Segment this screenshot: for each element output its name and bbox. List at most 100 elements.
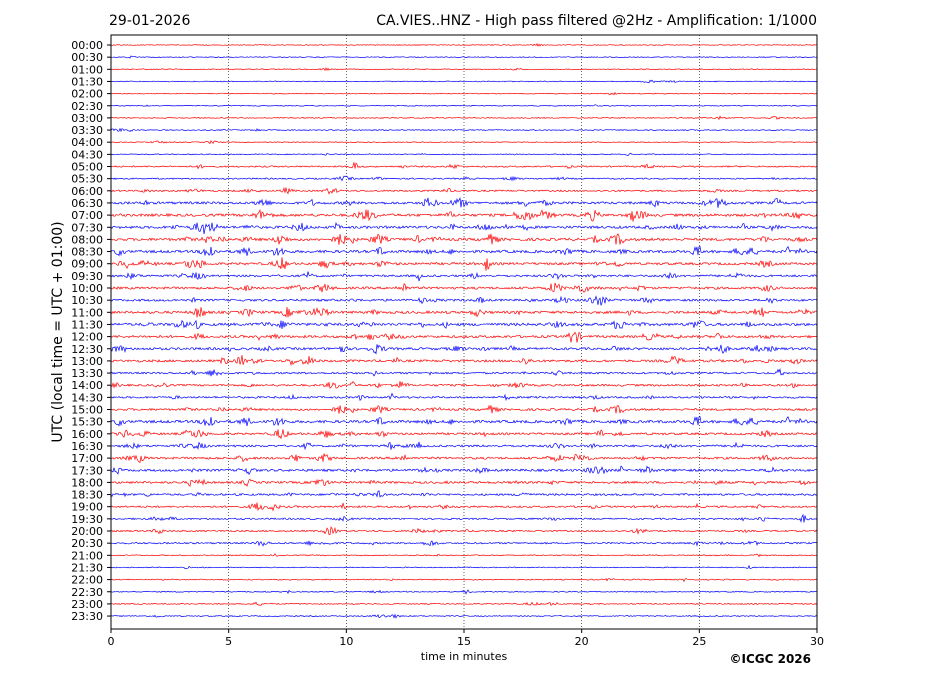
y-tick-label: 01:30 bbox=[71, 75, 103, 88]
trace-row bbox=[111, 233, 818, 245]
trace-row bbox=[110, 601, 818, 606]
plot-frame bbox=[110, 34, 818, 630]
y-tick-label: 08:30 bbox=[71, 246, 103, 259]
y-tick-label: 02:30 bbox=[71, 100, 103, 113]
y-tick-label: 10:30 bbox=[71, 294, 103, 307]
x-axis-label: time in minutes bbox=[421, 650, 508, 663]
y-tick-label: 01:00 bbox=[71, 63, 103, 76]
y-tick-label: 19:30 bbox=[71, 513, 103, 526]
trace-row bbox=[110, 175, 818, 182]
trace-row bbox=[110, 55, 818, 59]
trace-row bbox=[110, 115, 818, 121]
trace-row bbox=[110, 526, 818, 536]
y-tick-label: 09:00 bbox=[71, 258, 103, 271]
trace-row bbox=[110, 465, 818, 476]
x-tick-label: 0 bbox=[108, 635, 115, 648]
y-tick-label: 12:00 bbox=[71, 331, 103, 344]
trace-row bbox=[110, 186, 818, 195]
trace-row bbox=[110, 140, 818, 145]
trace-row bbox=[110, 392, 818, 402]
trace-row bbox=[110, 513, 818, 523]
y-tick-label: 21:00 bbox=[71, 549, 103, 562]
trace-row bbox=[110, 79, 818, 84]
x-tick-label: 25 bbox=[692, 635, 706, 648]
grid-lines bbox=[228, 35, 700, 629]
trace-row bbox=[110, 429, 818, 440]
y-axis-label: UTC (local time = UTC + 01:00) bbox=[50, 221, 66, 442]
y-tick-label: 04:00 bbox=[71, 136, 103, 149]
trace-row bbox=[110, 331, 818, 343]
y-tick-label: 21:30 bbox=[71, 561, 103, 574]
trace-row bbox=[110, 344, 817, 355]
trace-row bbox=[110, 453, 818, 464]
y-tick-label: 02:00 bbox=[71, 88, 103, 101]
y-tick-label: 16:30 bbox=[71, 440, 103, 453]
y-tick-label: 06:00 bbox=[71, 185, 103, 198]
y-tick-label: 20:30 bbox=[71, 537, 103, 550]
x-tick-label: 30 bbox=[810, 635, 824, 648]
trace-row bbox=[110, 381, 818, 389]
y-tick-label: 15:30 bbox=[71, 416, 103, 429]
y-tick-label: 07:00 bbox=[71, 209, 103, 222]
y-tick-label: 04:30 bbox=[71, 148, 103, 161]
y-tick-label: 16:00 bbox=[71, 428, 103, 441]
trace-row bbox=[110, 257, 818, 271]
x-tick-label: 15 bbox=[457, 635, 471, 648]
y-tick-label: 22:30 bbox=[71, 586, 103, 599]
trace-row bbox=[110, 478, 818, 487]
trace-row bbox=[110, 319, 818, 329]
trace-row bbox=[110, 197, 818, 208]
y-tick-label: 03:30 bbox=[71, 124, 103, 137]
y-tick-label: 23:30 bbox=[71, 610, 103, 623]
y-tick-label: 23:00 bbox=[71, 598, 103, 611]
y-tick-label: 08:00 bbox=[71, 233, 103, 246]
trace-row bbox=[110, 502, 818, 512]
trace-row bbox=[110, 245, 818, 257]
trace-row bbox=[110, 306, 818, 318]
trace-row bbox=[110, 553, 818, 558]
y-tick-label: 20:00 bbox=[71, 525, 103, 538]
trace-row bbox=[111, 404, 818, 415]
trace-row bbox=[110, 295, 818, 306]
y-tick-label: 10:00 bbox=[71, 282, 103, 295]
x-tick-label: 20 bbox=[575, 635, 589, 648]
trace-row bbox=[110, 540, 818, 547]
x-tick-label: 10 bbox=[339, 635, 353, 648]
copyright-label: ©ICGC 2026 bbox=[729, 652, 811, 666]
y-tick-label: 14:30 bbox=[71, 391, 103, 404]
trace-row bbox=[110, 208, 818, 222]
y-tick-label: 17:00 bbox=[71, 452, 103, 465]
y-tick-label: 06:30 bbox=[71, 197, 103, 210]
y-axis-ticks: 00:0000:3001:0001:3002:0002:3003:0003:30… bbox=[71, 39, 111, 623]
trace-row bbox=[110, 367, 818, 377]
trace-row bbox=[110, 67, 818, 72]
y-tick-label: 18:00 bbox=[71, 476, 103, 489]
trace-row bbox=[110, 127, 818, 133]
y-tick-label: 12:30 bbox=[71, 343, 103, 356]
trace-row bbox=[110, 104, 818, 107]
trace-row bbox=[110, 43, 818, 47]
y-tick-label: 18:30 bbox=[71, 489, 103, 502]
trace-row bbox=[110, 577, 818, 583]
x-axis-ticks: 0 5 10 15 20 25 30 bbox=[108, 629, 824, 648]
trace-row bbox=[110, 490, 818, 498]
y-tick-label: 03:00 bbox=[71, 112, 103, 125]
y-tick-label: 13:00 bbox=[71, 355, 103, 368]
trace-row bbox=[110, 416, 818, 427]
y-tick-label: 15:00 bbox=[71, 404, 103, 417]
trace-row bbox=[110, 282, 818, 293]
trace-row bbox=[110, 91, 818, 96]
y-tick-label: 09:30 bbox=[71, 270, 103, 283]
trace-row bbox=[110, 589, 818, 595]
trace-row bbox=[110, 441, 818, 451]
y-tick-label: 22:00 bbox=[71, 574, 103, 587]
trace-row bbox=[110, 271, 818, 282]
trace-row bbox=[110, 355, 818, 367]
y-tick-label: 17:30 bbox=[71, 464, 103, 477]
trace-row bbox=[110, 613, 818, 619]
y-tick-label: 11:00 bbox=[71, 306, 103, 319]
y-tick-label: 05:00 bbox=[71, 161, 103, 174]
y-tick-label: 07:30 bbox=[71, 221, 103, 234]
seismogram-traces bbox=[110, 43, 818, 619]
